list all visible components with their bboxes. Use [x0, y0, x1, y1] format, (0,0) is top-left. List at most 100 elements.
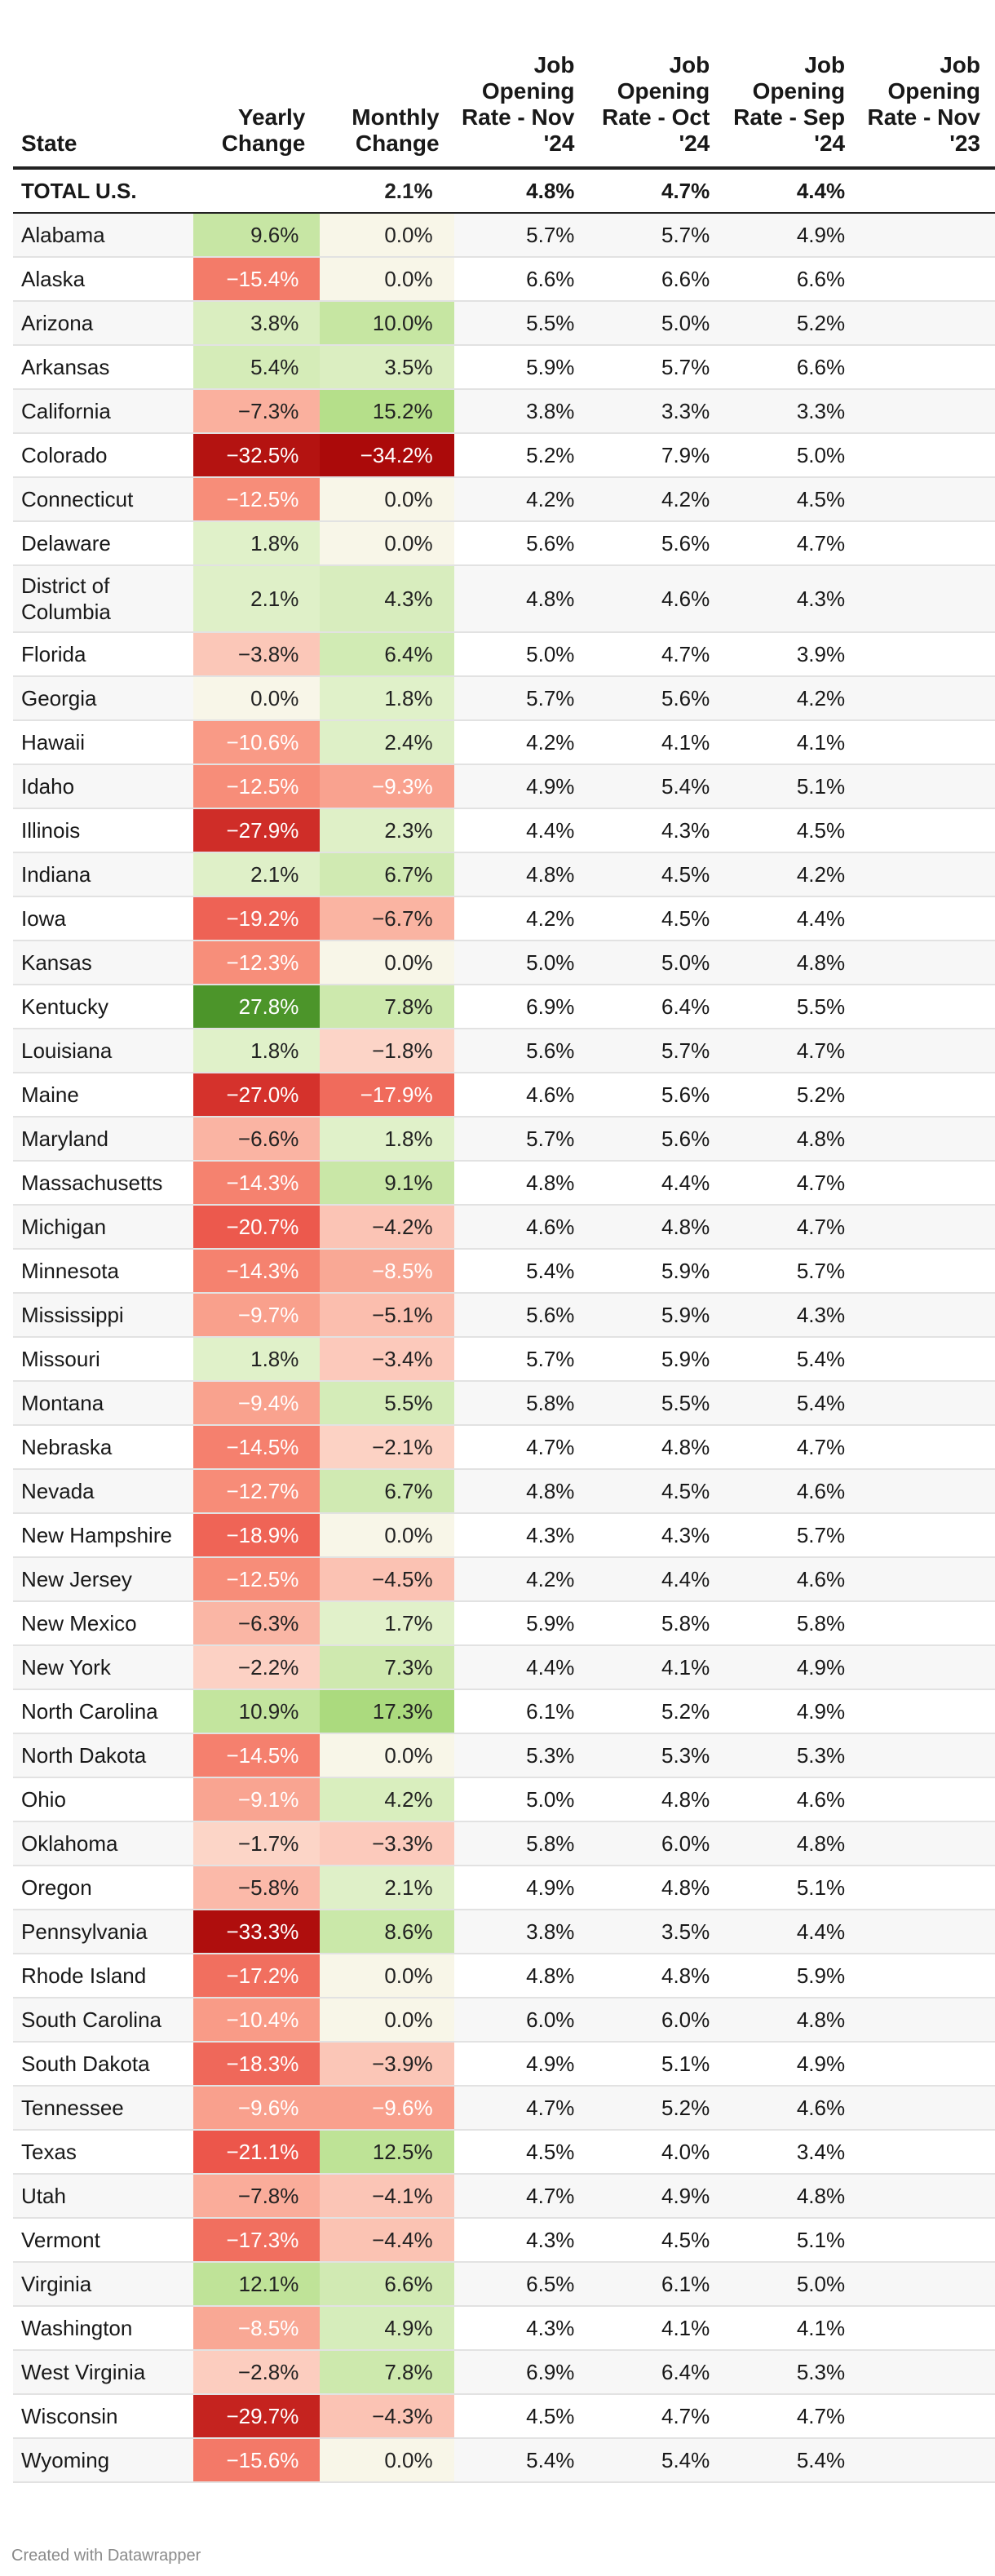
header-rate-oct-24[interactable]: Job Opening Rate - Oct '24 — [589, 29, 725, 170]
rate-nov-24: 4.9% — [453, 2042, 590, 2087]
state-name: Maryland — [13, 1117, 193, 1162]
rate-oct-24: 5.5% — [589, 1381, 725, 1426]
yearly-change: −15.6% — [192, 2438, 321, 2483]
state-name: Massachusetts — [13, 1161, 193, 1206]
monthly-change: −34.2% — [320, 433, 454, 478]
rate-sep-24: 5.0% — [724, 433, 860, 478]
header-rate-sep-24[interactable]: Job Opening Rate - Sep '24 — [724, 29, 860, 170]
rate-nov-23 — [860, 301, 995, 346]
rate-oct-24: 6.0% — [589, 1998, 725, 2043]
state-name: Colorado — [13, 433, 193, 478]
total-rate-oct-24: 4.7% — [589, 168, 725, 214]
header-rate-nov-24[interactable]: Job Opening Rate - Nov '24 — [453, 29, 590, 170]
rate-nov-24: 5.4% — [453, 2438, 590, 2483]
rate-nov-24: 4.2% — [453, 1557, 590, 1602]
header-monthly-change[interactable]: Monthly Change — [320, 29, 454, 170]
table-row: Oregon −5.8% 2.1% 4.9% 4.8% 5.1% — [13, 1866, 995, 1910]
rate-sep-24: 4.6% — [724, 1777, 860, 1822]
monthly-change: −4.5% — [320, 1557, 454, 1602]
table-row: North Dakota −14.5% 0.0% 5.3% 5.3% 5.3% — [13, 1733, 995, 1778]
monthly-change: 4.9% — [320, 2306, 454, 2351]
state-name: Tennessee — [13, 2086, 193, 2131]
monthly-change: 8.6% — [320, 1910, 454, 1954]
rate-nov-24: 4.6% — [453, 1073, 590, 1118]
rate-nov-23 — [860, 1601, 995, 1646]
yearly-change: −12.5% — [192, 764, 321, 809]
total-monthly-change: 2.1% — [320, 168, 454, 214]
rate-oct-24: 3.3% — [589, 389, 725, 434]
monthly-change: 5.5% — [320, 1381, 454, 1426]
state-name: Kansas — [13, 941, 193, 985]
state-name: California — [13, 389, 193, 434]
table-row: West Virginia −2.8% 7.8% 6.9% 6.4% 5.3% — [13, 2350, 995, 2395]
rate-sep-24: 4.7% — [724, 1161, 860, 1206]
rate-sep-24: 5.0% — [724, 2262, 860, 2307]
rate-oct-24: 7.9% — [589, 433, 725, 478]
rate-oct-24: 4.6% — [589, 565, 725, 633]
total-rate-nov-24: 4.8% — [453, 168, 590, 214]
rate-sep-24: 4.8% — [724, 1998, 860, 2043]
rate-nov-24: 5.7% — [453, 1117, 590, 1162]
rate-sep-24: 5.4% — [724, 1381, 860, 1426]
yearly-change: 3.8% — [192, 301, 321, 346]
footer-credit: Created with Datawrapper — [11, 2547, 201, 2565]
rate-nov-23 — [860, 985, 995, 1029]
rate-sep-24: 4.1% — [724, 2306, 860, 2351]
yearly-change: 0.0% — [192, 676, 321, 721]
rate-nov-24: 4.8% — [453, 852, 590, 897]
rate-oct-24: 5.6% — [589, 676, 725, 721]
rate-nov-23 — [860, 1777, 995, 1822]
yearly-change: 9.6% — [192, 213, 321, 258]
rate-nov-23 — [860, 764, 995, 809]
table-row: Colorado −32.5% −34.2% 5.2% 7.9% 5.0% — [13, 433, 995, 478]
rate-oct-24: 6.4% — [589, 985, 725, 1029]
state-name: Utah — [13, 2174, 193, 2219]
monthly-change: −3.9% — [320, 2042, 454, 2087]
rate-oct-24: 4.3% — [589, 808, 725, 853]
yearly-change: 1.8% — [192, 1029, 321, 1073]
rate-nov-24: 4.3% — [453, 1513, 590, 1558]
rate-oct-24: 4.8% — [589, 1205, 725, 1250]
header-state[interactable]: State — [13, 29, 193, 170]
state-name: Idaho — [13, 764, 193, 809]
yearly-change: 5.4% — [192, 345, 321, 390]
rate-oct-24: 3.5% — [589, 1910, 725, 1954]
rate-nov-23 — [860, 1821, 995, 1866]
header-yearly-change[interactable]: Yearly Change — [192, 29, 321, 170]
table-row: Minnesota −14.3% −8.5% 5.4% 5.9% 5.7% — [13, 1249, 995, 1294]
header-rate-nov-23[interactable]: Job Opening Rate - Nov '23 — [860, 29, 995, 170]
monthly-change: −9.6% — [320, 2086, 454, 2131]
rate-sep-24: 5.3% — [724, 2350, 860, 2395]
yearly-change: −18.9% — [192, 1513, 321, 1558]
yearly-change: −21.1% — [192, 2130, 321, 2175]
rate-sep-24: 3.4% — [724, 2130, 860, 2175]
rate-nov-24: 4.6% — [453, 1205, 590, 1250]
state-name: North Dakota — [13, 1733, 193, 1778]
state-name: Pennsylvania — [13, 1910, 193, 1954]
rate-nov-23 — [860, 1733, 995, 1778]
state-name: Virginia — [13, 2262, 193, 2307]
table-row: Nebraska −14.5% −2.1% 4.7% 4.8% 4.7% — [13, 1425, 995, 1470]
table-row: North Carolina 10.9% 17.3% 6.1% 5.2% 4.9% — [13, 1689, 995, 1734]
rate-oct-24: 6.6% — [589, 257, 725, 302]
table-row: Idaho −12.5% −9.3% 4.9% 5.4% 5.1% — [13, 764, 995, 809]
rate-oct-24: 4.5% — [589, 852, 725, 897]
rate-nov-24: 4.2% — [453, 896, 590, 941]
rate-sep-24: 4.9% — [724, 213, 860, 258]
rate-nov-23 — [860, 257, 995, 302]
monthly-change: −6.7% — [320, 896, 454, 941]
rate-sep-24: 6.6% — [724, 345, 860, 390]
monthly-change: −1.8% — [320, 1029, 454, 1073]
state-name: Florida — [13, 632, 193, 677]
monthly-change: 3.5% — [320, 345, 454, 390]
yearly-change: −15.4% — [192, 257, 321, 302]
yearly-change: 2.1% — [192, 852, 321, 897]
rate-nov-23 — [860, 2262, 995, 2307]
table-row: South Dakota −18.3% −3.9% 4.9% 5.1% 4.9% — [13, 2042, 995, 2087]
rate-oct-24: 5.4% — [589, 764, 725, 809]
yearly-change: 10.9% — [192, 1689, 321, 1734]
monthly-change: 0.0% — [320, 1998, 454, 2043]
state-name: South Carolina — [13, 1998, 193, 2043]
rate-nov-24: 4.7% — [453, 2086, 590, 2131]
monthly-change: 1.8% — [320, 1117, 454, 1162]
